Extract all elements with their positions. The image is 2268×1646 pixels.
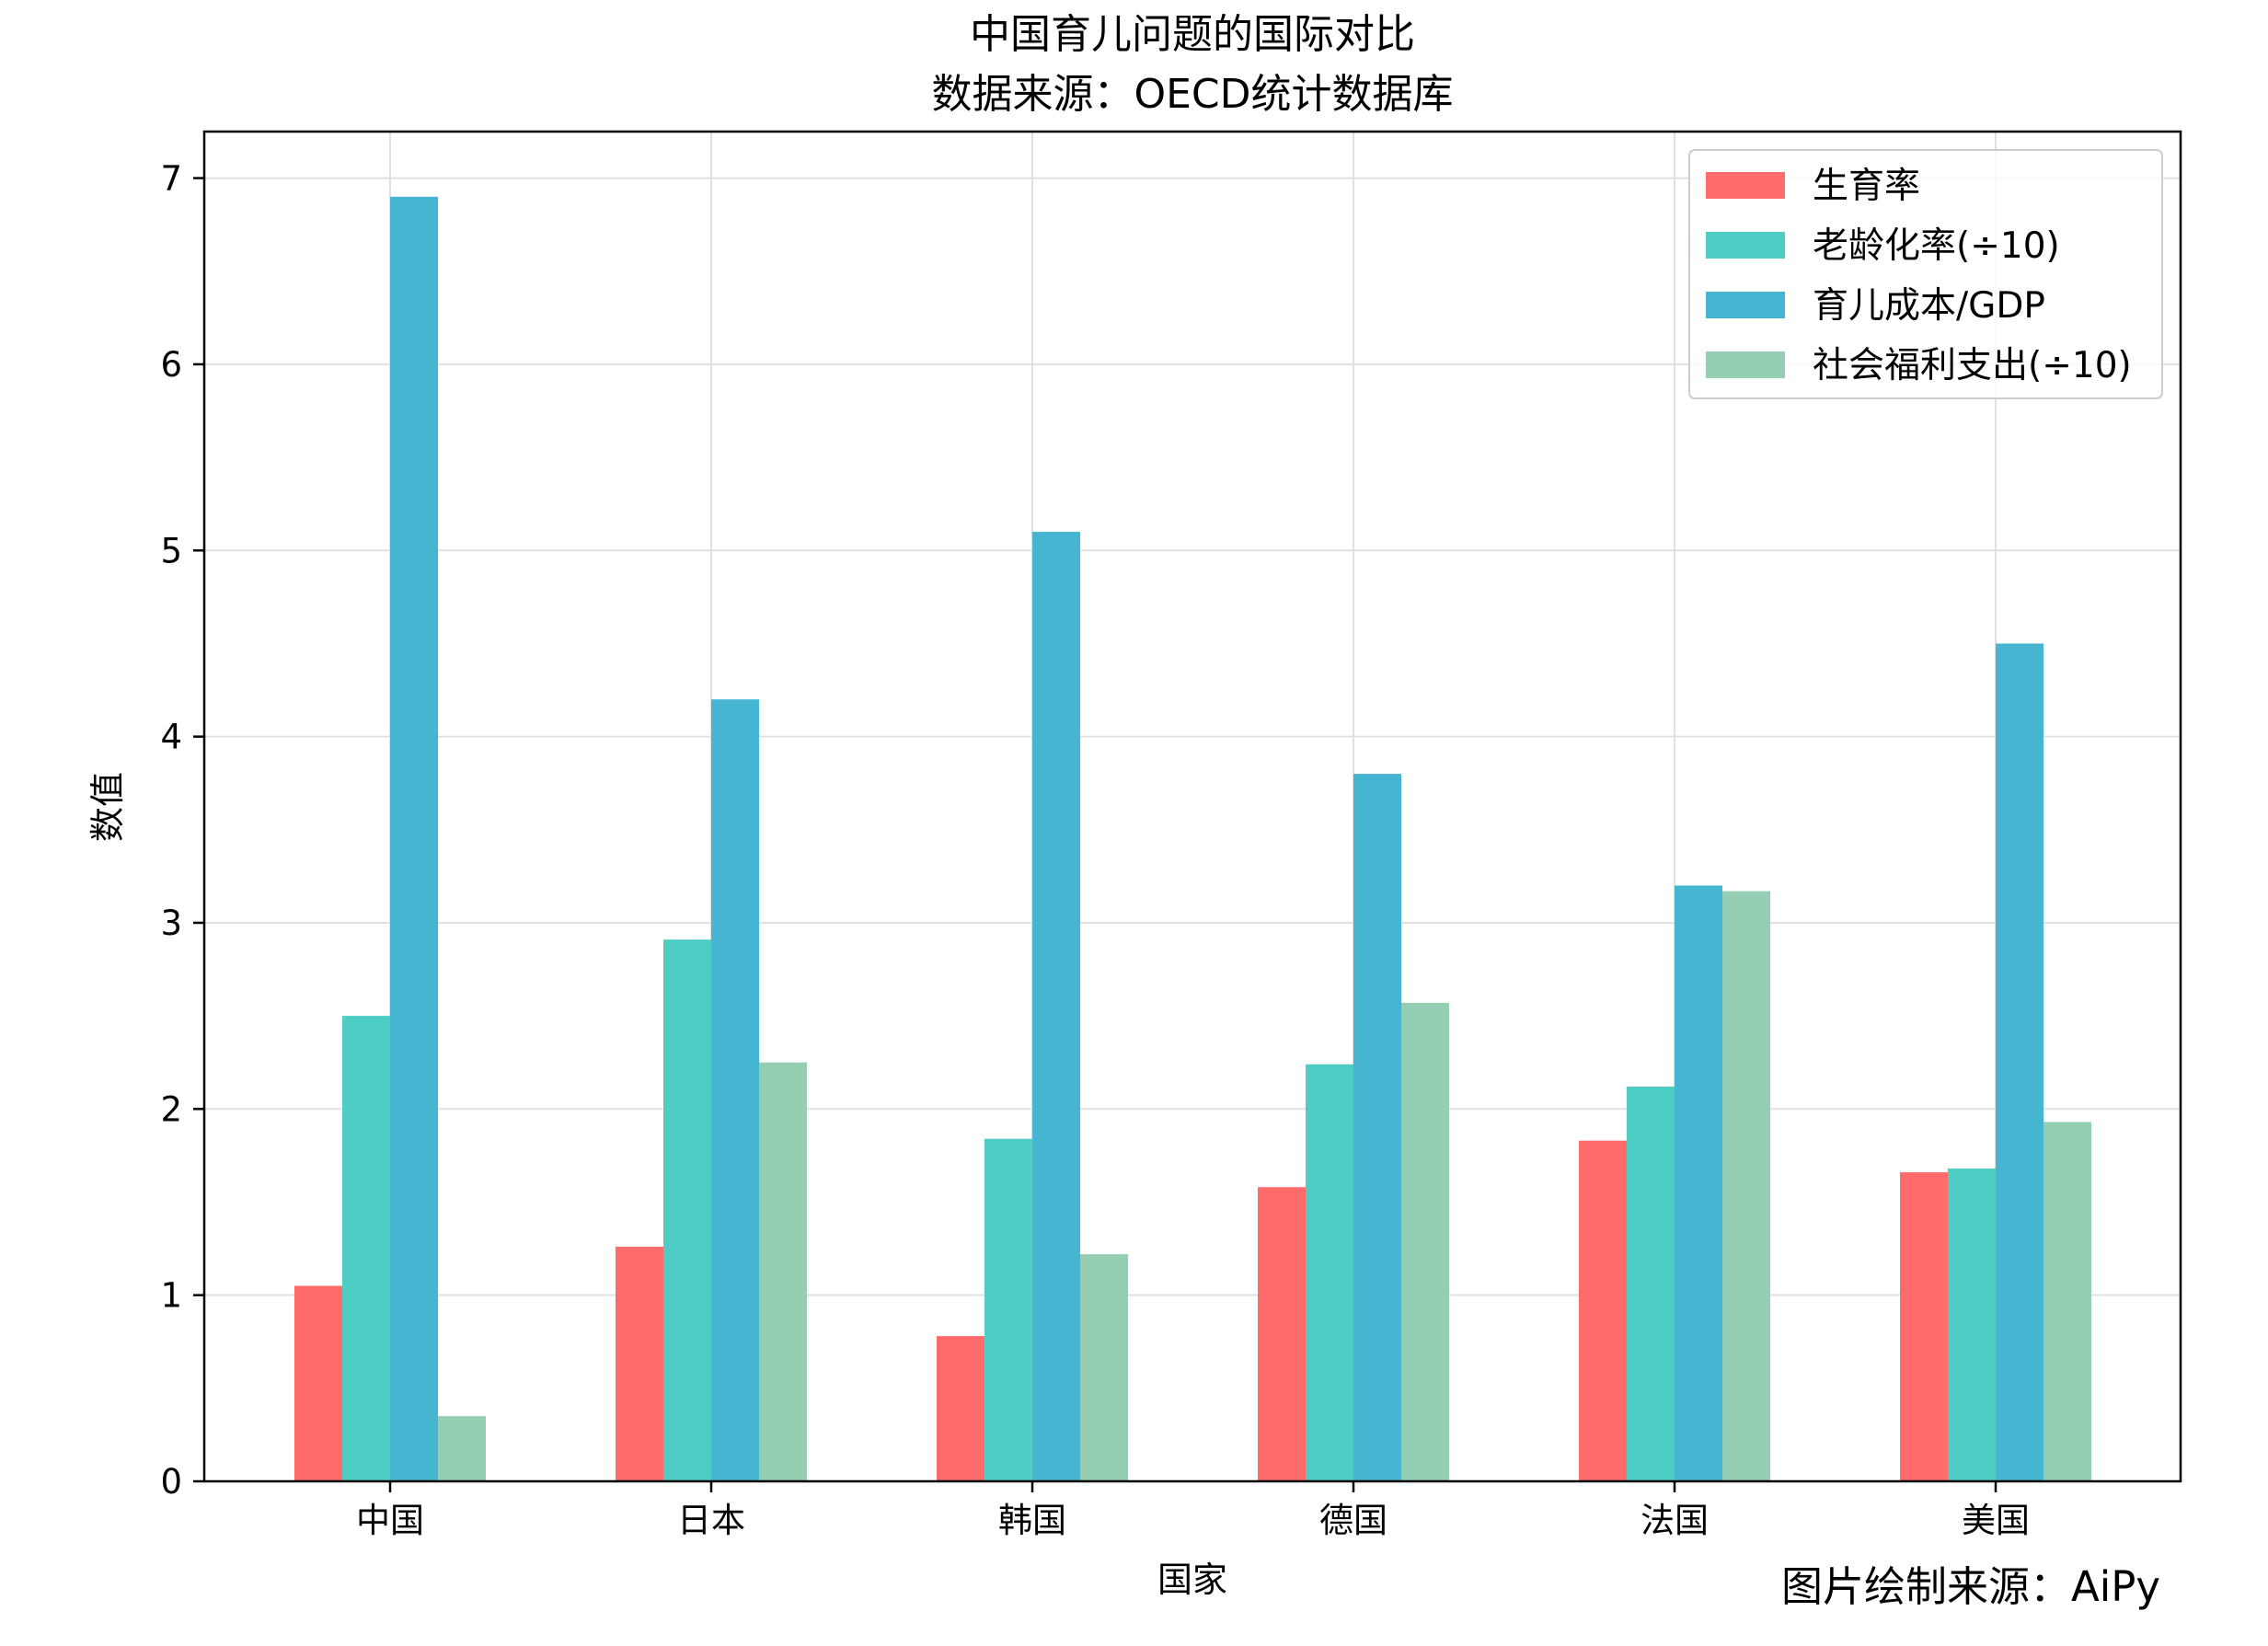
bar (1722, 891, 1770, 1481)
bar (1579, 1140, 1627, 1481)
bars (294, 196, 2091, 1482)
y-tick-label: 0 (160, 1462, 182, 1502)
bar (1675, 885, 1722, 1481)
bar (2044, 1122, 2091, 1481)
bar (1401, 1002, 1449, 1481)
x-tick-label: 中国 (356, 1501, 424, 1540)
bar (1306, 1064, 1353, 1481)
x-tick-label: 德国 (1319, 1501, 1387, 1540)
bar (1032, 532, 1080, 1481)
y-tick-label: 3 (160, 904, 182, 943)
bar (390, 196, 438, 1482)
x-tick-label: 美国 (1962, 1501, 2030, 1540)
bar (711, 699, 759, 1481)
legend-swatch (1706, 232, 1785, 259)
bar (1996, 643, 2044, 1481)
legend-label: 生育率 (1813, 166, 1920, 207)
y-tick-label: 4 (160, 718, 182, 757)
legend-swatch (1706, 292, 1785, 318)
y-tick-label: 1 (160, 1276, 182, 1316)
y-tick-label: 7 (160, 159, 182, 199)
bar (937, 1336, 984, 1481)
bar (1627, 1087, 1675, 1481)
y-tick-label: 6 (160, 345, 182, 385)
y-tick-label: 2 (160, 1089, 182, 1129)
chart-subtitle: 数据来源：OECD统计数据库 (931, 71, 1453, 118)
bar (1258, 1187, 1306, 1481)
legend-label: 老龄化率(÷10) (1813, 225, 2060, 267)
bar (1080, 1254, 1128, 1481)
bar (984, 1138, 1032, 1481)
legend-label: 社会福利支出(÷10) (1813, 345, 2132, 386)
bar (616, 1247, 663, 1481)
bar (1353, 774, 1401, 1481)
plot-frame (202, 130, 2182, 1483)
legend-swatch (1706, 351, 1785, 378)
bar (1948, 1168, 1996, 1481)
source-note: 图片绘制来源：AiPy (1781, 1562, 2160, 1611)
x-tick-label: 日本 (677, 1501, 745, 1540)
x-tick-label: 韩国 (998, 1501, 1066, 1540)
bar (294, 1285, 342, 1481)
bar (759, 1062, 807, 1481)
bar (1900, 1172, 1948, 1481)
y-axis-label: 数值 (87, 772, 128, 842)
chart-title: 中国育儿问题的国际对比 (970, 11, 1415, 58)
legend-swatch (1706, 172, 1785, 199)
bar (663, 939, 711, 1481)
bar (438, 1416, 486, 1481)
x-tick-label: 法国 (1641, 1501, 1709, 1540)
bar (342, 1016, 390, 1481)
legend-box (1688, 149, 2163, 399)
axis-ticks: 0 1 2 3 4 5 6 7 中国 日本 韩国 德国 法国 美国 (160, 159, 2030, 1540)
x-axis-label: 国家 (1157, 1560, 1227, 1600)
legend-label: 育儿成本/GDP (1813, 285, 2045, 327)
y-tick-label: 5 (160, 531, 182, 570)
